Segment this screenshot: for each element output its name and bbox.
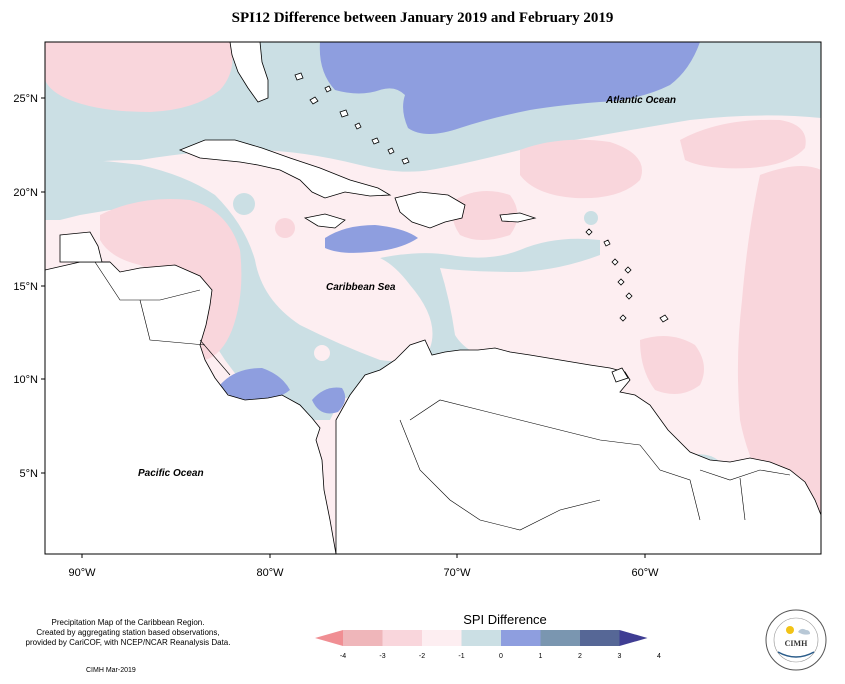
footnote-line-3: provided by CariCOF, with NCEP/NCAR Rean… xyxy=(25,638,231,647)
legend-tick-label: 4 xyxy=(657,653,661,660)
lat-label-25: 25°N xyxy=(13,93,38,105)
logo-sun-icon xyxy=(786,626,794,634)
light-blue-spot-caribbean-1 xyxy=(233,193,255,215)
longitude-axis: 90°W 80°W 70°W 60°W xyxy=(68,554,659,579)
border-line-2 xyxy=(139,299,206,346)
medium-blue-region-bahamas xyxy=(319,42,700,134)
jamaica-land xyxy=(303,213,346,229)
legend-tick-label: -2 xyxy=(419,653,425,660)
border-line-3 xyxy=(199,339,231,376)
legend-swatch-3 xyxy=(422,630,462,646)
lat-label-5: 5°N xyxy=(20,468,39,480)
legend-tick-label: -1 xyxy=(458,653,464,660)
legend-tick-label: 3 xyxy=(618,653,622,660)
borders xyxy=(94,261,791,531)
legend-tick-label: 1 xyxy=(539,653,543,660)
legend-swatch-7 xyxy=(580,630,620,646)
border-line-4 xyxy=(409,399,641,446)
border-line-5 xyxy=(399,419,601,531)
medium-blue-region-jamaica-south xyxy=(325,225,418,253)
central-america-land xyxy=(45,261,337,554)
legend-swatch-6 xyxy=(540,630,580,646)
coastlines xyxy=(45,42,821,554)
light-blue-spot-caribbean-2 xyxy=(314,345,330,361)
lon-label-60: 60°W xyxy=(631,567,659,579)
pink-region-atlantic-central xyxy=(520,139,642,199)
legend-colorbar: -4 -3 -2 -1 0 1 2 3 4 xyxy=(315,630,661,660)
lesser-antilles-islands xyxy=(585,228,669,323)
pink-region-florida xyxy=(45,42,233,112)
hispaniola-land xyxy=(394,191,466,229)
lat-label-10: 10°N xyxy=(13,374,38,386)
legend-tick-label: -3 xyxy=(379,653,385,660)
label-pacific-ocean: Pacific Ocean xyxy=(138,468,204,479)
legend-swatch-1 xyxy=(343,630,383,646)
legend-tick-label: 2 xyxy=(578,653,582,660)
legend-tick-label: 0 xyxy=(499,653,503,660)
lon-label-90: 90°W xyxy=(68,567,96,579)
lat-label-20: 20°N xyxy=(13,187,38,199)
cuba-land xyxy=(178,139,392,199)
bahamas-islands xyxy=(294,72,410,165)
label-caribbean-sea: Caribbean Sea xyxy=(326,282,396,293)
trinidad-land xyxy=(611,367,629,383)
light-blue-spot-caribbean-3 xyxy=(584,211,598,225)
south-america-land xyxy=(335,339,821,554)
pink-region-atlantic-east xyxy=(680,119,806,169)
medium-blue-region-panama xyxy=(220,368,290,401)
lon-label-70: 70°W xyxy=(443,567,471,579)
cimh-logo: CIMH xyxy=(765,609,827,671)
footnote-line-2: Created by aggregating station based obs… xyxy=(36,628,220,637)
map-frame xyxy=(45,42,821,554)
logo-outer-ring xyxy=(765,609,827,671)
yucatan-land xyxy=(59,231,110,263)
legend-swatch-4 xyxy=(461,630,501,646)
latitude-axis: 25°N 20°N 15°N 10°N 5°N xyxy=(13,93,45,480)
pink-region-eastern-caribbean xyxy=(737,166,821,520)
map-title: SPI12 Difference between January 2019 an… xyxy=(231,10,614,26)
pink-spot-gulf xyxy=(275,218,295,238)
logo-text: CIMH xyxy=(785,639,808,648)
logo-inner-ring xyxy=(773,617,819,663)
map-footnote: Precipitation Map of the Caribbean Regio… xyxy=(8,618,248,648)
border-line-7 xyxy=(699,469,791,481)
border-line-8 xyxy=(739,477,746,521)
logo-cloud-icon xyxy=(798,628,810,635)
legend-swatch-5 xyxy=(501,630,541,646)
puerto-rico-land xyxy=(499,212,537,223)
legend-swatch-2 xyxy=(382,630,422,646)
pink-region-hispaniola xyxy=(452,191,518,240)
florida-land xyxy=(229,42,269,103)
legend-bar xyxy=(315,630,648,646)
pink-region-lesser-antilles xyxy=(640,336,704,394)
border-line-6 xyxy=(639,444,701,521)
legend-title: SPI Difference xyxy=(463,612,547,627)
legend-tick-label: -4 xyxy=(340,653,346,660)
legend-arrow-left xyxy=(315,630,343,646)
footnote-line-1: Precipitation Map of the Caribbean Regio… xyxy=(51,618,205,627)
lat-label-15: 15°N xyxy=(13,281,38,293)
medium-blue-region-colombia-coast xyxy=(312,387,346,414)
legend-arrow-right xyxy=(619,630,648,646)
map-credit: CIMH Mar-2019 xyxy=(86,667,136,674)
map-border xyxy=(44,41,822,555)
legend-labels: -4 -3 -2 -1 0 1 2 3 4 xyxy=(340,653,661,660)
label-atlantic-ocean: Atlantic Ocean xyxy=(605,95,676,106)
lon-label-80: 80°W xyxy=(256,567,284,579)
logo-wave-icon xyxy=(777,651,815,658)
